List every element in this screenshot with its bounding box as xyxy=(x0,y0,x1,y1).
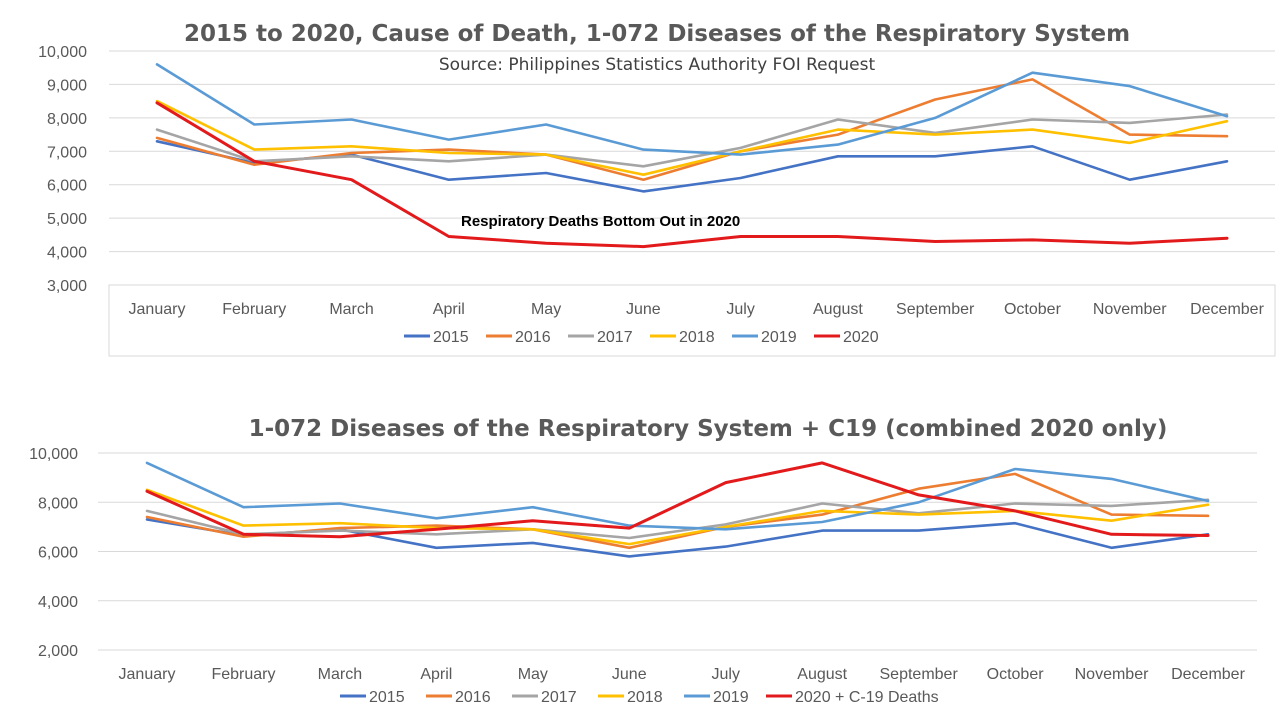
y-tick-label: 9,000 xyxy=(47,77,87,94)
chart-2-title: 1-072 Diseases of the Respiratory System… xyxy=(249,416,1168,442)
y-tick-label: 4,000 xyxy=(38,594,78,611)
legend-label: 2019 xyxy=(713,689,749,706)
y-tick-label: 3,000 xyxy=(47,278,87,295)
y-tick-label: 5,000 xyxy=(47,211,87,228)
series-line-2019 xyxy=(155,63,1229,156)
legend-label: 2017 xyxy=(597,329,633,346)
chart-2-legend: 2015 2016 2017 2018 2019 2020 + C-19 Deaths xyxy=(340,689,939,706)
series-line-2018 xyxy=(155,99,1229,176)
y-tick-label: 6,000 xyxy=(38,545,78,562)
x-tick-label: March xyxy=(318,666,362,683)
x-tick-label: February xyxy=(222,301,286,318)
series-line-2018 xyxy=(145,488,1210,546)
legend-label: 2019 xyxy=(761,329,797,346)
legend-label: 2016 xyxy=(455,689,491,706)
series-line-2017 xyxy=(155,113,1229,168)
x-tick-label: December xyxy=(1190,301,1264,318)
x-tick-label: January xyxy=(129,301,186,318)
series-line-2020-c-19-deaths xyxy=(145,461,1210,539)
x-tick-label: July xyxy=(726,301,754,318)
y-tick-label: 8,000 xyxy=(38,495,78,512)
y-tick-label: 8,000 xyxy=(47,111,87,128)
x-tick-label: March xyxy=(329,301,373,318)
legend-label: 2015 xyxy=(369,689,405,706)
legend-label: 2016 xyxy=(515,329,551,346)
x-tick-label: February xyxy=(211,666,275,683)
x-tick-label: August xyxy=(797,666,847,683)
x-tick-label: July xyxy=(712,666,740,683)
y-tick-label: 7,000 xyxy=(47,144,87,161)
chart-2-y-axis: 2,000 4,000 6,000 8,000 10,000 xyxy=(29,446,78,660)
y-tick-label: 10,000 xyxy=(38,44,87,61)
chart-1-x-axis: January February March April May June July Augu… xyxy=(129,301,1265,318)
legend-label: 2018 xyxy=(627,689,663,706)
x-tick-label: January xyxy=(119,666,176,683)
chart-1-gridlines xyxy=(109,50,1275,286)
x-tick-label: September xyxy=(896,301,975,318)
x-tick-label: October xyxy=(1004,301,1062,318)
chart-2-series xyxy=(145,461,1210,558)
series-line-2016 xyxy=(145,472,1210,550)
y-tick-label: 6,000 xyxy=(47,178,87,195)
chart-2: 1-072 Diseases of the Respiratory System… xyxy=(29,416,1257,706)
x-tick-label: May xyxy=(531,301,561,318)
series-line-2016 xyxy=(155,78,1229,181)
x-tick-label: April xyxy=(420,666,452,683)
chart-2-gridlines xyxy=(98,452,1257,651)
chart-2-x-axis: January February March April May June July Augu… xyxy=(119,666,1246,683)
x-tick-label: November xyxy=(1075,666,1149,683)
legend-label: 2017 xyxy=(541,689,577,706)
chart-1-subtitle: Source: Philippines Statistics Authority… xyxy=(439,55,876,75)
x-tick-label: October xyxy=(987,666,1045,683)
legend-label: 2018 xyxy=(679,329,715,346)
chart-1: 2015 to 2020, Cause of Death, 1-072 Dise… xyxy=(38,21,1276,357)
x-tick-label: May xyxy=(518,666,548,683)
chart-1-title: 2015 to 2020, Cause of Death, 1-072 Dise… xyxy=(184,21,1130,47)
x-tick-label: August xyxy=(813,301,863,318)
chart-1-y-axis: 3,000 4,000 5,000 6,000 7,000 8,000 9,000 10,00… xyxy=(38,44,87,295)
y-tick-label: 2,000 xyxy=(38,643,78,660)
x-tick-label: June xyxy=(626,301,661,318)
y-tick-label: 4,000 xyxy=(47,245,87,262)
x-tick-label: April xyxy=(433,301,465,318)
x-tick-label: December xyxy=(1171,666,1245,683)
x-tick-label: September xyxy=(880,666,959,683)
x-tick-label: November xyxy=(1093,301,1167,318)
legend-label: 2020 + C-19 Deaths xyxy=(795,689,939,706)
chart-1-annotation: Respiratory Deaths Bottom Out in 2020 xyxy=(461,213,740,230)
chart-1-series xyxy=(155,63,1229,249)
series-line-2020 xyxy=(155,101,1229,249)
legend-label: 2015 xyxy=(433,329,469,346)
legend-label: 2020 xyxy=(843,329,879,346)
chart-1-legend: 2015 2016 2017 2018 2019 2020 xyxy=(404,329,879,346)
x-tick-label: June xyxy=(612,666,647,683)
series-line-2017 xyxy=(145,498,1210,540)
y-tick-label: 10,000 xyxy=(29,446,78,463)
series-line-2019 xyxy=(145,461,1210,531)
